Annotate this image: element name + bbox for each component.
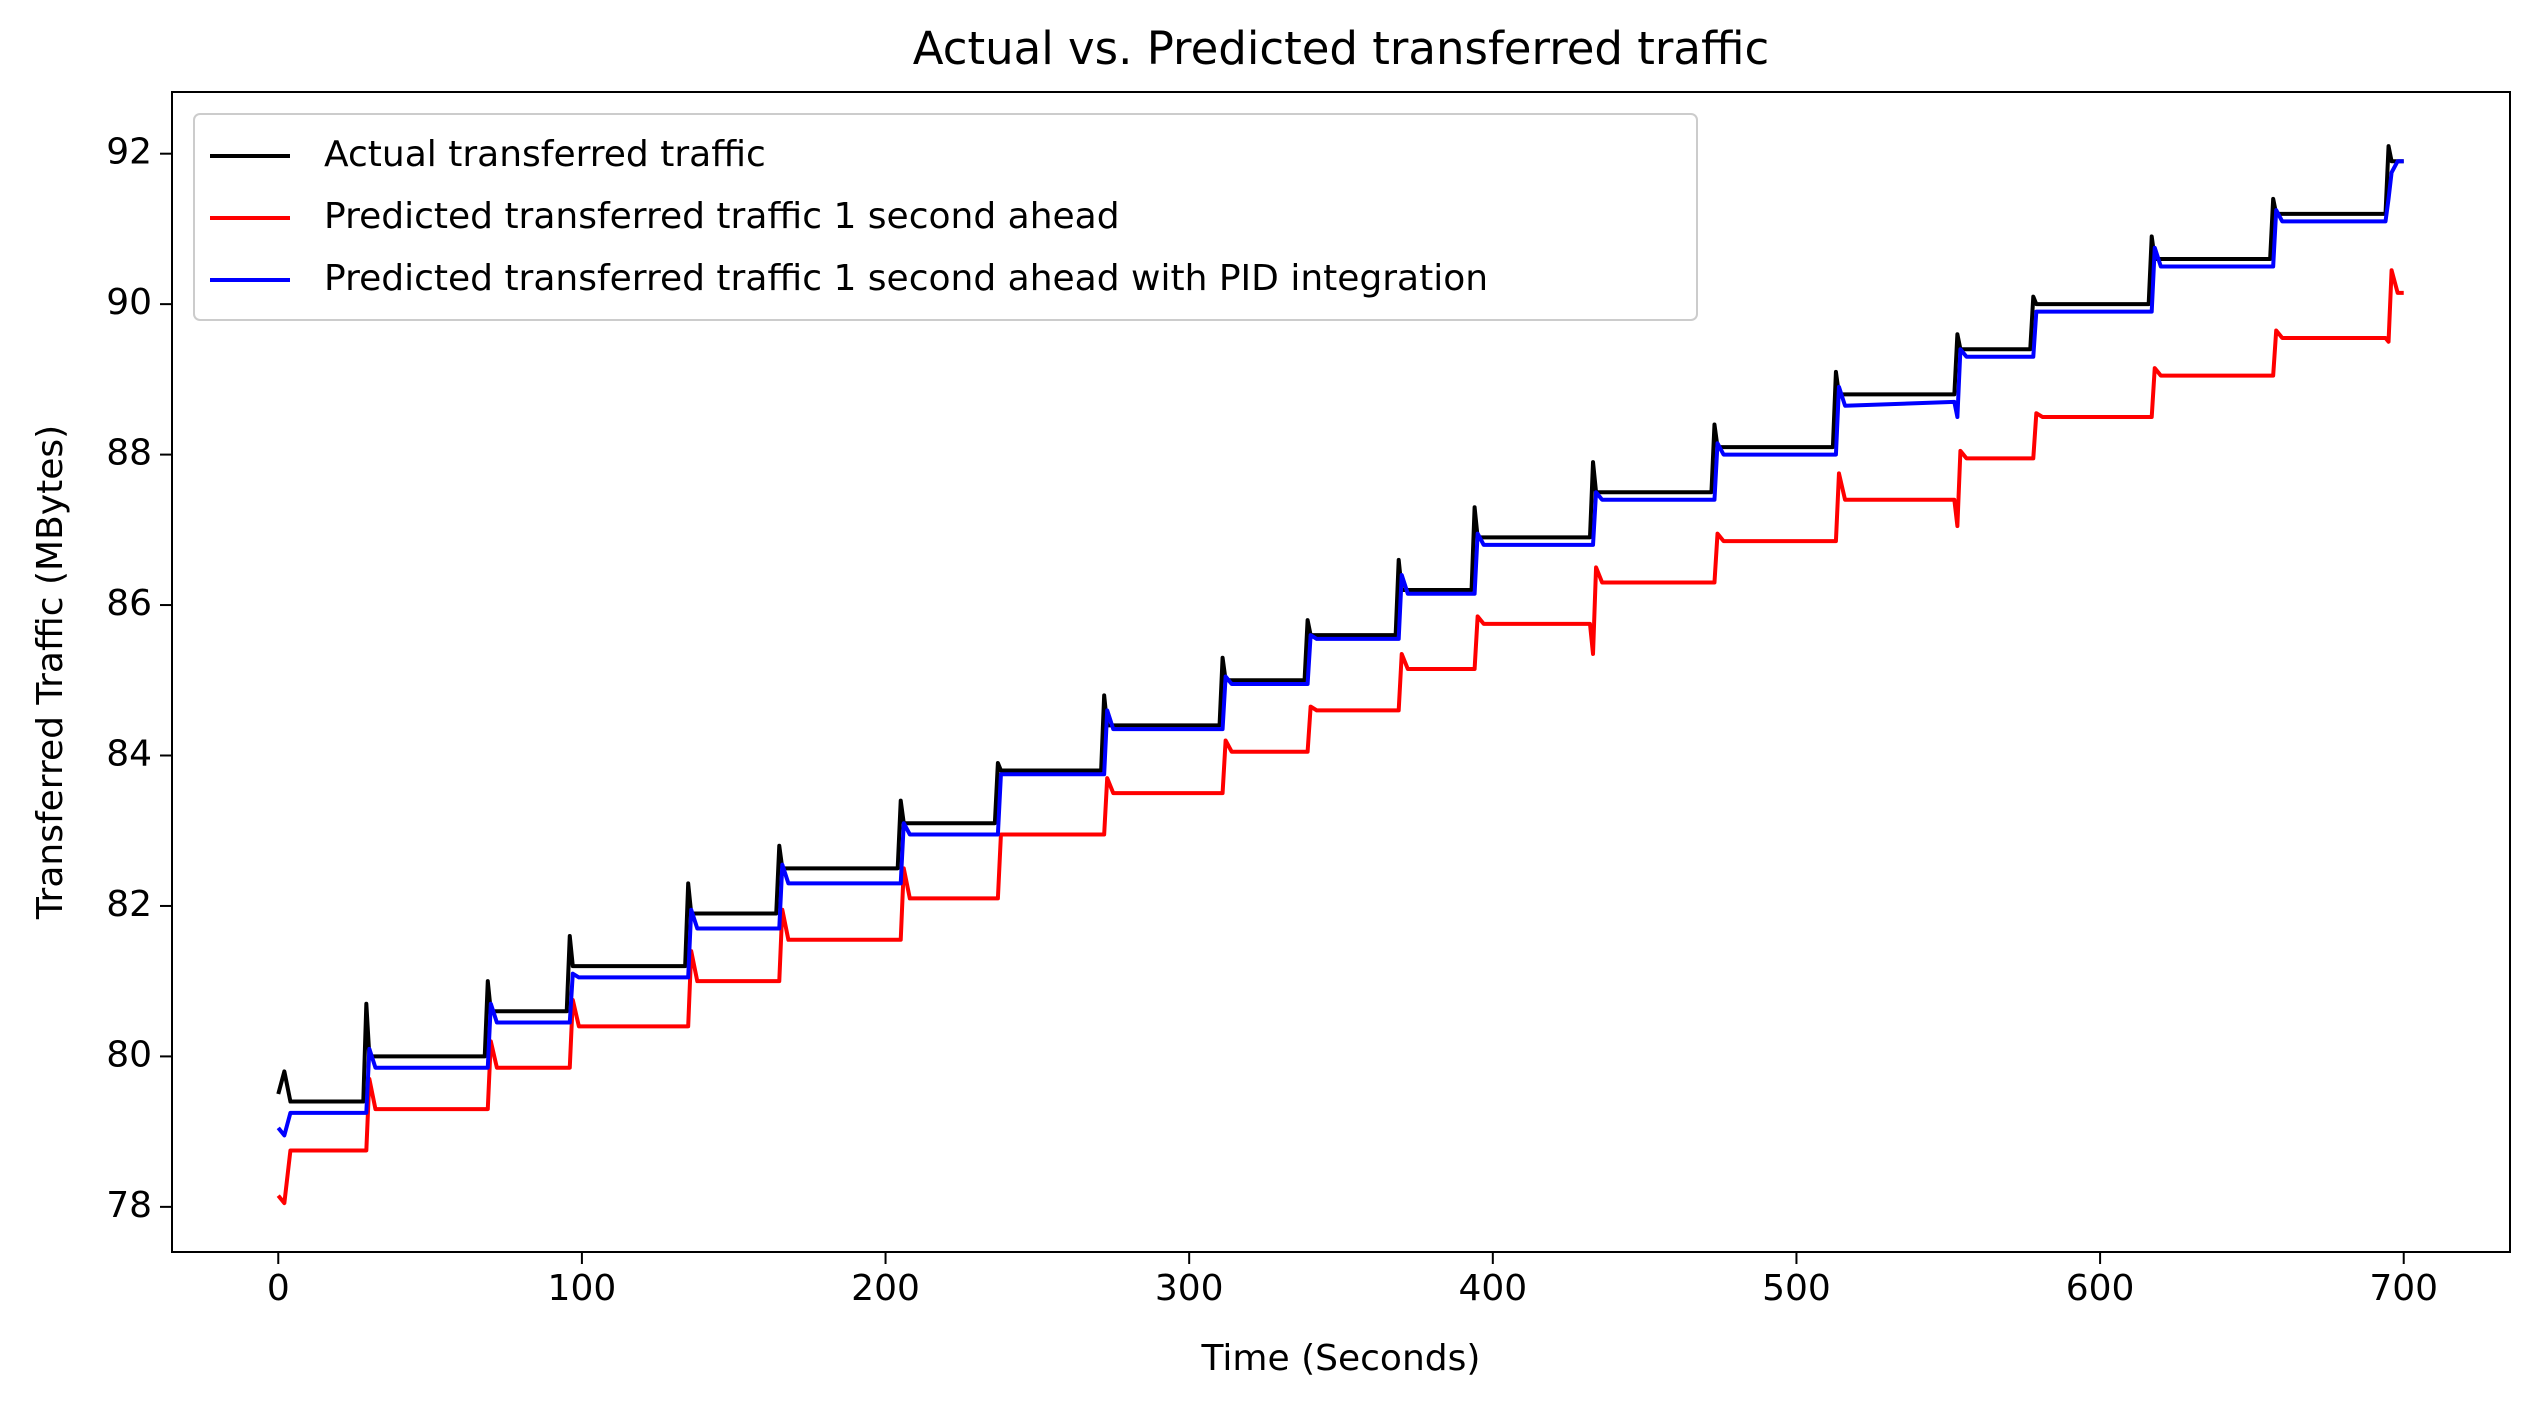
- y-tick-label: 80: [106, 1034, 152, 1075]
- series-line: [276, 268, 2404, 1206]
- y-tick-label: 92: [106, 132, 152, 173]
- legend-label: Predicted transferred traffic 1 second a…: [324, 258, 1488, 299]
- x-tick-label: 0: [267, 1268, 290, 1309]
- y-axis-label: Transferred Traffic (MBytes): [30, 425, 71, 920]
- x-tick-label: 300: [1155, 1268, 1224, 1309]
- x-tick-label: 200: [851, 1268, 920, 1309]
- y-tick-label: 84: [106, 734, 152, 775]
- legend-box: [193, 113, 1698, 321]
- x-tick-label: 700: [2369, 1268, 2438, 1309]
- x-axis-label: Time (Seconds): [1201, 1338, 1481, 1379]
- y-tick-label: 82: [106, 884, 152, 925]
- plot-frame: [171, 91, 2511, 1253]
- y-tick-label: 78: [106, 1185, 152, 1226]
- chart-title: Actual vs. Predicted transferred traffic: [913, 22, 1769, 75]
- y-tick-label: 88: [106, 433, 152, 474]
- x-tick-label: 100: [548, 1268, 617, 1309]
- series-line: [276, 159, 2404, 1138]
- legend-label: Predicted transferred traffic 1 second a…: [324, 196, 1120, 237]
- y-tick-label: 86: [106, 583, 152, 624]
- y-tick-label: 90: [106, 282, 152, 323]
- x-tick-label: 600: [2066, 1268, 2135, 1309]
- legend-label: Actual transferred traffic: [324, 134, 766, 175]
- x-tick-label: 400: [1458, 1268, 1527, 1309]
- x-tick-label: 500: [1762, 1268, 1831, 1309]
